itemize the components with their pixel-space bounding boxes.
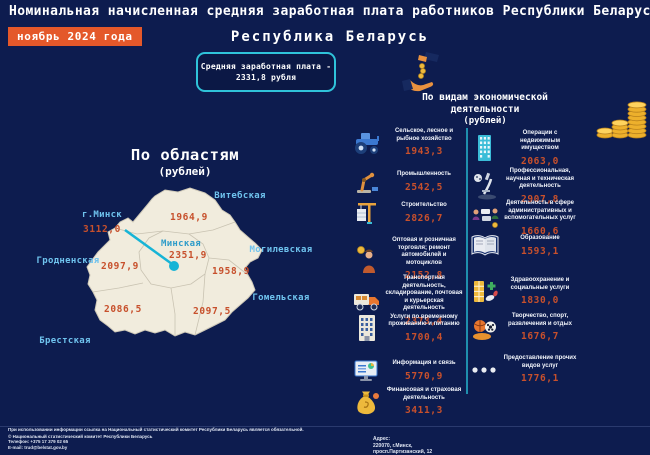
activity-label: Здравоохранение и социальные услуги — [510, 277, 570, 291]
real-estate-building-icon — [470, 133, 500, 163]
belarus-map — [85, 186, 267, 345]
region-label-vitebskaya: Витебская — [214, 191, 266, 201]
activity-value: 2542,5 — [405, 181, 443, 193]
footer-phone: Телефон: +375 17 379 02 65 — [8, 439, 69, 444]
activity-row: Транспортная деятельность, складирование… — [352, 275, 464, 327]
activity-row: Предоставление прочих видов услуг 1776,1 — [470, 355, 578, 384]
activity-row: Оптовая и розничная торговля; ремонт авт… — [352, 237, 464, 281]
activity-label: Промышленность — [397, 171, 451, 178]
healthcare-pills-icon — [470, 279, 500, 305]
minsk-city-dot — [169, 261, 179, 271]
average-salary-label: Средняя заработная плата - — [200, 62, 332, 71]
activity-row: Операции с недвижимым имуществом 2063,0 — [470, 130, 578, 167]
coins-stack-icon — [596, 90, 648, 144]
activity-label: Оптовая и розничная торговля; ремонт авт… — [392, 237, 456, 266]
activity-value: 1676,7 — [521, 331, 559, 342]
open-book-icon — [470, 234, 500, 258]
activity-label: Творчество, спорт, развлечения и отдых — [508, 313, 572, 327]
hands-money-icon — [400, 52, 442, 96]
minsk-pointer-line — [124, 228, 173, 266]
activity-value: 2152,8 — [405, 270, 443, 281]
activity-row: Образование 1593,1 — [470, 234, 578, 258]
hotel-building-icon — [352, 313, 382, 343]
activity-label: Сельское, лесное и рыбное хозяйство — [394, 128, 454, 142]
region-borders — [92, 221, 249, 336]
activity-value: 2826,7 — [405, 212, 443, 224]
regions-section-subtitle: (рублей) — [158, 165, 212, 178]
activity-value: 2063,0 — [521, 155, 559, 167]
activity-value: 1700,4 — [405, 331, 443, 343]
construction-crane-icon — [352, 200, 382, 226]
microscope-icon — [470, 172, 500, 200]
region-value-grodnenskaya: 2097,9 — [101, 261, 139, 272]
tractor-icon — [352, 130, 382, 156]
activity-row: Информация и связь 5770,9 — [352, 359, 464, 383]
region-value-vitebskaya: 1964,9 — [170, 212, 208, 223]
footer-copyright: © Национальный статистический комитет Ре… — [8, 433, 153, 439]
activity-value: 5770,9 — [405, 370, 443, 382]
activity-value: 1776,1 — [521, 373, 559, 384]
region-value-brestskaya: 2086,5 — [104, 304, 142, 315]
region-value-gomelskaya: 2097,5 — [193, 306, 231, 317]
activity-row: Строительство 2826,7 — [352, 200, 464, 226]
computer-monitor-icon — [352, 359, 382, 383]
column-divider — [466, 128, 468, 394]
admin-services-icon — [470, 206, 500, 230]
ellipsis-dots-icon — [470, 364, 500, 376]
money-bag-icon — [352, 389, 382, 415]
activity-label: Образование — [520, 235, 560, 242]
region-label-minsk-city: г.Минск — [81, 210, 123, 220]
region-label-mogilevskaya: Могилевская — [249, 245, 313, 255]
footer-divider — [0, 426, 650, 427]
activities-section-title: По видам экономической деятельности (руб… — [374, 92, 596, 127]
page-title: Номинальная начисленная средняя заработн… — [9, 4, 650, 19]
activity-label: Услуги по временному проживанию и питани… — [388, 313, 460, 328]
activity-row: Деятельность в сфере административных и … — [470, 200, 578, 237]
regions-section-title: По областям — [130, 146, 240, 164]
region-value-minsk-city: 3112,0 — [83, 224, 121, 235]
average-salary-box: Средняя заработная плата - 2331,8 рубля — [196, 52, 336, 92]
activity-row: Сельское, лесное и рыбное хозяйство 1943,… — [352, 128, 464, 157]
footer-email: E-mail: trud@belstat.gov.by — [8, 444, 68, 450]
activity-label: Финансовая и страховая деятельность — [386, 387, 462, 401]
activity-row: Творчество, спорт, развлечения и отдых 16… — [470, 313, 578, 342]
activity-value: 1830,0 — [521, 295, 559, 306]
activities-section-subtitle: (рублей) — [463, 115, 507, 126]
region-value-mogilevskaya: 1958,9 — [212, 266, 250, 277]
region-label-brestskaya: Брестская — [39, 336, 91, 346]
activity-row: Профессиональная, научная и техническая … — [470, 168, 578, 205]
activity-row: Финансовая и страховая деятельность 3411,… — [352, 387, 464, 416]
trade-mechanic-icon — [352, 245, 382, 273]
activity-row: Услуги по временному проживанию и питани… — [352, 313, 464, 343]
activity-value: 1943,3 — [405, 146, 443, 157]
industry-robot-arm-icon — [352, 169, 382, 195]
transport-truck-icon — [352, 289, 382, 313]
activity-value: 3411,3 — [405, 405, 443, 416]
activity-label: Информация и связь — [392, 360, 456, 367]
region-label-gomelskaya: Гомельская — [252, 293, 310, 303]
region-label-minskaya: Минская — [160, 239, 202, 249]
period-badge: ноябрь 2024 года — [8, 27, 142, 46]
footer-disclaimer: При использовании информации ссылка на Н… — [8, 427, 304, 432]
region-label-grodnenskaya: Гродненская — [36, 256, 100, 266]
activity-label: Профессиональная, научная и техническая … — [505, 168, 575, 189]
activity-row: Здравоохранение и социальные услуги 1830,… — [470, 277, 578, 306]
country-heading: Республика Беларусь — [230, 29, 430, 45]
region-value-minskaya: 2351,9 — [169, 250, 207, 261]
average-salary-value: 2331,8 рубля — [235, 73, 297, 82]
sports-balls-icon — [470, 315, 500, 341]
activity-label: Предоставление прочих видов услуг — [503, 355, 577, 369]
activity-label: Транспортная деятельность, складирование… — [385, 275, 463, 311]
footer-address: Адрес: 220070, г.Минск, просп.Партизанск… — [373, 436, 433, 455]
activity-value: 1660,6 — [521, 225, 559, 237]
activity-label: Строительство — [401, 202, 447, 209]
activity-label: Операции с недвижимым имуществом — [519, 130, 561, 151]
activity-value: 2907,8 — [521, 193, 559, 205]
activity-value: 2373,4 — [405, 315, 443, 327]
activity-label: Деятельность в сфере административных и … — [504, 200, 576, 221]
activity-value: 1593,1 — [521, 245, 559, 257]
activity-row: Промышленность 2542,5 — [352, 169, 464, 195]
